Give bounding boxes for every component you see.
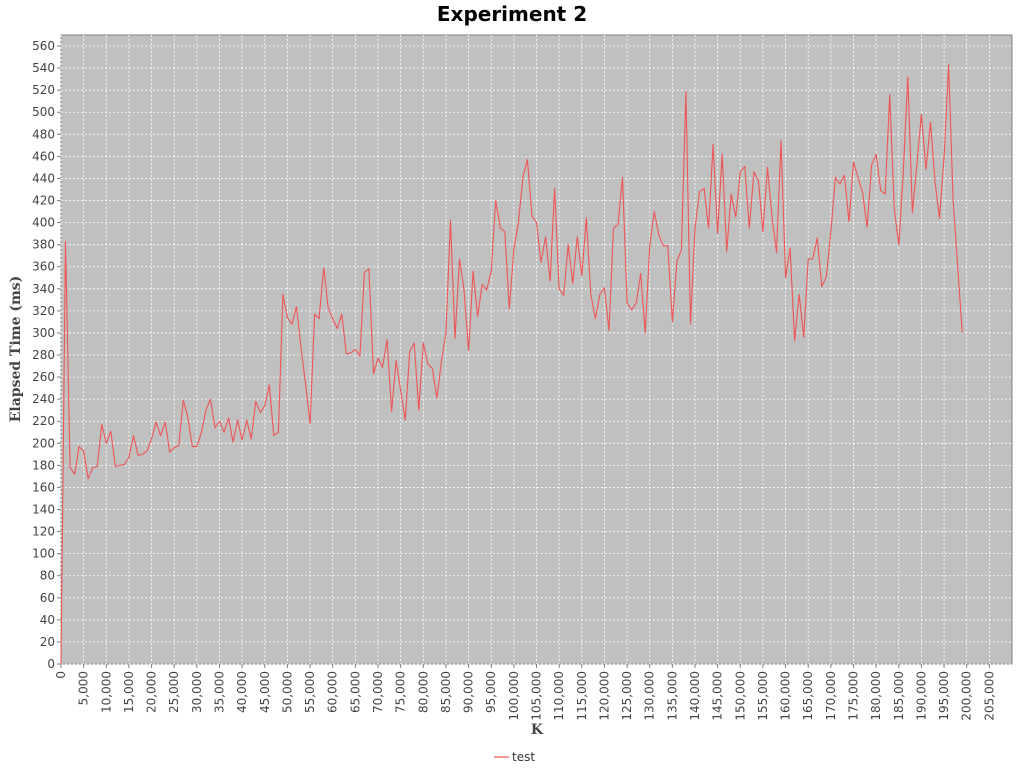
y-tick-label: 240 <box>32 392 55 406</box>
y-tick-label: 100 <box>32 547 55 561</box>
x-tick-label: 20,000 <box>145 671 159 713</box>
y-tick-label: 140 <box>32 503 55 517</box>
x-tick-label: 30,000 <box>190 671 204 713</box>
x-tick-label: 120,000 <box>597 671 611 721</box>
x-tick-label: 85,000 <box>439 671 453 713</box>
x-tick-label: 135,000 <box>665 671 679 721</box>
y-tick-label: 280 <box>32 348 55 362</box>
x-tick-label: 150,000 <box>733 671 747 721</box>
y-tick-label: 400 <box>32 216 55 230</box>
chart-title: Experiment 2 <box>437 2 587 26</box>
y-tick-label: 520 <box>32 83 55 97</box>
x-tick-label: 50,000 <box>280 671 294 713</box>
x-tick-label: 55,000 <box>303 671 317 713</box>
y-tick-label: 120 <box>32 525 55 539</box>
y-tick-label: 80 <box>40 569 55 583</box>
legend: test <box>494 750 535 764</box>
y-tick-label: 260 <box>32 370 55 384</box>
legend-label-test: test <box>512 750 535 764</box>
x-tick-label: 80,000 <box>416 671 430 713</box>
y-tick-label: 460 <box>32 149 55 163</box>
x-axis: 0 5,000 10,000 15,000 20,000 25,000 30,000 35,0… <box>54 664 996 721</box>
x-tick-label: 110,000 <box>552 671 566 721</box>
series-line-test <box>60 64 963 665</box>
y-tick-label: 440 <box>32 171 55 185</box>
y-tick-label: 320 <box>32 304 55 318</box>
y-tick-label: 560 <box>32 39 55 53</box>
x-tick-label: 95,000 <box>484 671 498 713</box>
y-tick-label: 540 <box>32 61 55 75</box>
y-tick-label: 0 <box>47 657 55 671</box>
x-tick-label: 45,000 <box>258 671 272 713</box>
x-tick-label: 90,000 <box>462 671 476 713</box>
x-tick-label: 165,000 <box>801 671 815 721</box>
x-tick-label: 65,000 <box>348 671 362 713</box>
grid-lines <box>60 35 1012 665</box>
x-tick-label: 100,000 <box>507 671 521 721</box>
plot-area <box>60 34 1013 665</box>
x-tick-label: 160,000 <box>779 671 793 721</box>
x-tick-label: 105,000 <box>530 671 544 721</box>
x-tick-label: 15,000 <box>122 671 136 713</box>
y-tick-label: 340 <box>32 282 55 296</box>
y-tick-label: 300 <box>32 326 55 340</box>
y-tick-label: 500 <box>32 105 55 119</box>
y-tick-label: 40 <box>40 613 55 627</box>
y-tick-label: 20 <box>40 635 55 649</box>
x-tick-label: 75,000 <box>394 671 408 713</box>
x-tick-label: 25,000 <box>167 671 181 713</box>
x-tick-label: 140,000 <box>688 671 702 721</box>
y-tick-label: 360 <box>32 260 55 274</box>
y-tick-label: 420 <box>32 194 55 208</box>
x-tick-label: 10,000 <box>99 671 113 713</box>
x-tick-label: 190,000 <box>914 671 928 721</box>
y-axis: 0 20 40 60 80 100 120 140 160 180 200 220 240 260 280 3… <box>32 39 61 671</box>
x-tick-label: 155,000 <box>756 671 770 721</box>
x-tick-label: 60,000 <box>326 671 340 713</box>
y-tick-label: 60 <box>40 591 55 605</box>
y-tick-label: 380 <box>32 238 55 252</box>
x-tick-label: 40,000 <box>235 671 249 713</box>
x-tick-label: 5,000 <box>77 671 91 705</box>
x-tick-label: 70,000 <box>371 671 385 713</box>
y-tick-label: 480 <box>32 127 55 141</box>
y-tick-label: 180 <box>32 458 55 472</box>
x-tick-label: 180,000 <box>869 671 883 721</box>
y-tick-label: 220 <box>32 414 55 428</box>
y-tick-label: 200 <box>32 436 55 450</box>
x-tick-label: 200,000 <box>960 671 974 721</box>
x-tick-label: 130,000 <box>643 671 657 721</box>
x-tick-label: 175,000 <box>847 671 861 721</box>
x-tick-label: 170,000 <box>824 671 838 721</box>
x-tick-label: 35,000 <box>213 671 227 713</box>
x-tick-label: 195,000 <box>937 671 951 721</box>
y-axis-label: Elapsed Time (ms) <box>8 276 24 423</box>
y-tick-label: 160 <box>32 480 55 494</box>
x-tick-label: 0 <box>54 671 68 679</box>
series-layer <box>60 64 963 665</box>
x-tick-label: 205,000 <box>982 671 996 721</box>
x-tick-label: 185,000 <box>892 671 906 721</box>
x-tick-label: 125,000 <box>620 671 634 721</box>
x-tick-label: 115,000 <box>575 671 589 721</box>
x-axis-label: K <box>531 722 544 738</box>
x-tick-label: 145,000 <box>711 671 725 721</box>
